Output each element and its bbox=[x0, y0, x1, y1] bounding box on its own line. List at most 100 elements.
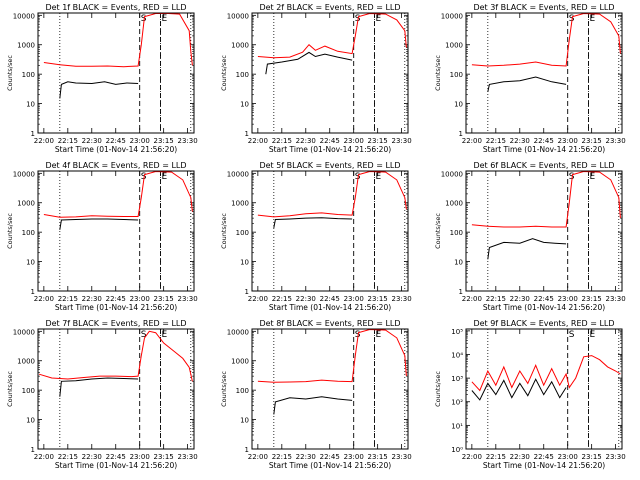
chart-title: Det 9f BLACK = Events, RED = LLD bbox=[473, 319, 614, 328]
x-tick-label: 22:15 bbox=[486, 453, 506, 461]
panel-det-8: Det 8f BLACK = Events, RED = LLD 1 10 100 10… bbox=[220, 319, 412, 470]
x-tick-label: 23:00 bbox=[130, 295, 150, 303]
x-tick-label: 23:00 bbox=[344, 453, 364, 461]
x-tick-label: 22:15 bbox=[58, 137, 78, 145]
x-tick-label: 23:15 bbox=[368, 295, 388, 303]
y-tick-label: 100 bbox=[450, 71, 463, 79]
marker-label-e: E bbox=[161, 172, 167, 182]
x-tick-label: 22:30 bbox=[296, 137, 316, 145]
panel-det-6: Det 6f BLACK = Events, RED = LLD 1 10 100 10… bbox=[434, 161, 626, 312]
panel-det-3: Det 3f BLACK = Events, RED = LLD 1 10 100 10… bbox=[434, 3, 626, 154]
series-group bbox=[471, 171, 621, 260]
y-tick-label: 10 bbox=[26, 259, 35, 267]
plot-frame bbox=[251, 12, 409, 134]
series-group bbox=[257, 329, 407, 415]
x-tick-label: 22:00 bbox=[34, 295, 54, 303]
x-tick-label: 23:00 bbox=[130, 137, 150, 145]
y-tick-label: 10000 bbox=[227, 12, 249, 20]
y-tick-label: 10² bbox=[451, 399, 463, 407]
marker-label-e: E bbox=[161, 330, 167, 340]
plot-frame bbox=[465, 12, 623, 134]
x-tick-label: 23:15 bbox=[154, 137, 174, 145]
x-tick-label: 22:30 bbox=[296, 295, 316, 303]
y-tick-label: 100 bbox=[22, 387, 35, 395]
y-tick-label: 10 bbox=[26, 101, 35, 109]
x-tick-label: 22:30 bbox=[82, 453, 102, 461]
marker-label-s: S bbox=[569, 330, 575, 340]
chart-title: Det 7f BLACK = Events, RED = LLD bbox=[45, 319, 186, 328]
panel-det-4: Det 4f BLACK = Events, RED = LLD 1 10 100 10… bbox=[6, 161, 198, 312]
x-tick-label: 23:15 bbox=[368, 137, 388, 145]
series-line-lld bbox=[257, 329, 407, 383]
series-line-events bbox=[59, 81, 139, 99]
y-tick-label: 1 bbox=[459, 130, 463, 138]
y-tick-label: 100 bbox=[236, 229, 249, 237]
y-tick-label: 100 bbox=[22, 71, 35, 79]
marker-label-e: E bbox=[589, 14, 595, 24]
marker-label-s: S bbox=[141, 14, 147, 24]
y-tick-label: 1000 bbox=[445, 200, 463, 208]
x-tick-label: 22:15 bbox=[58, 295, 78, 303]
y-tick-label: 1000 bbox=[445, 42, 463, 50]
series-line-events bbox=[487, 76, 567, 93]
x-tick-label: 22:00 bbox=[248, 137, 268, 145]
x-tick-label: 23:00 bbox=[558, 453, 578, 461]
x-tick-label: 22:00 bbox=[34, 453, 54, 461]
x-tick-label: 23:15 bbox=[368, 453, 388, 461]
y-tick-label: 1 bbox=[245, 446, 249, 454]
x-axis-label: Start Time (01-Nov-14 21:56:20) bbox=[55, 461, 177, 470]
series-line-events bbox=[59, 218, 139, 230]
x-tick-label: 22:00 bbox=[248, 295, 268, 303]
series-line-lld bbox=[471, 355, 621, 392]
y-axis-label: Counts/sec bbox=[434, 55, 442, 91]
x-tick-label: 22:15 bbox=[272, 137, 292, 145]
series-line-events bbox=[471, 378, 567, 401]
x-tick-label: 23:00 bbox=[344, 137, 364, 145]
plot-frame bbox=[251, 328, 409, 450]
x-tick-label: 22:15 bbox=[486, 137, 506, 145]
x-tick-label: 23:15 bbox=[582, 137, 602, 145]
panel-det-2: Det 2f BLACK = Events, RED = LLD 1 10 100 10… bbox=[220, 3, 412, 154]
series-group bbox=[471, 355, 621, 401]
x-axis-label: Start Time (01-Nov-14 21:56:20) bbox=[55, 303, 177, 312]
x-tick-label: 22:30 bbox=[82, 137, 102, 145]
plot-frame bbox=[251, 170, 409, 292]
x-tick-label: 22:30 bbox=[510, 453, 530, 461]
x-tick-label: 23:30 bbox=[178, 453, 198, 461]
x-axis-label: Start Time (01-Nov-14 21:56:20) bbox=[269, 461, 391, 470]
y-axis-label: Counts/sec bbox=[434, 371, 442, 407]
y-tick-label: 1000 bbox=[17, 42, 35, 50]
panel-det-5: Det 5f BLACK = Events, RED = LLD 1 10 100 10… bbox=[220, 161, 412, 312]
y-tick-label: 100 bbox=[236, 387, 249, 395]
x-tick-label: 22:30 bbox=[296, 453, 316, 461]
y-axis-label: Counts/sec bbox=[434, 213, 442, 249]
x-tick-label: 23:30 bbox=[606, 453, 626, 461]
y-tick-label: 10000 bbox=[13, 170, 35, 178]
y-axis-label: Counts/sec bbox=[6, 371, 14, 407]
y-tick-label: 10000 bbox=[13, 12, 35, 20]
y-tick-label: 100 bbox=[22, 229, 35, 237]
series-line-events bbox=[59, 377, 139, 397]
chart-title: Det 5f BLACK = Events, RED = LLD bbox=[259, 161, 400, 170]
x-tick-label: 22:45 bbox=[534, 295, 554, 303]
y-axis-label: Counts/sec bbox=[6, 55, 14, 91]
series-group bbox=[43, 13, 193, 99]
y-tick-label: 10000 bbox=[227, 328, 249, 336]
chart-title: Det 2f BLACK = Events, RED = LLD bbox=[259, 3, 400, 12]
chart-title: Det 8f BLACK = Events, RED = LLD bbox=[259, 319, 400, 328]
x-tick-label: 23:30 bbox=[178, 295, 198, 303]
plot-frame bbox=[37, 328, 195, 450]
y-tick-label: 10⁵ bbox=[451, 328, 463, 336]
marker-label-e: E bbox=[375, 14, 381, 24]
chart-title: Det 1f BLACK = Events, RED = LLD bbox=[45, 3, 186, 12]
series-line-lld bbox=[38, 330, 193, 382]
x-tick-label: 23:15 bbox=[154, 295, 174, 303]
y-axis-label: Counts/sec bbox=[6, 213, 14, 249]
y-tick-label: 10 bbox=[26, 417, 35, 425]
y-tick-label: 1 bbox=[31, 446, 35, 454]
series-line-lld bbox=[471, 13, 621, 67]
series-group bbox=[257, 13, 407, 75]
y-tick-label: 10 bbox=[240, 259, 249, 267]
x-axis-label: Start Time (01-Nov-14 21:56:20) bbox=[269, 303, 391, 312]
y-tick-label: 1000 bbox=[231, 42, 249, 50]
